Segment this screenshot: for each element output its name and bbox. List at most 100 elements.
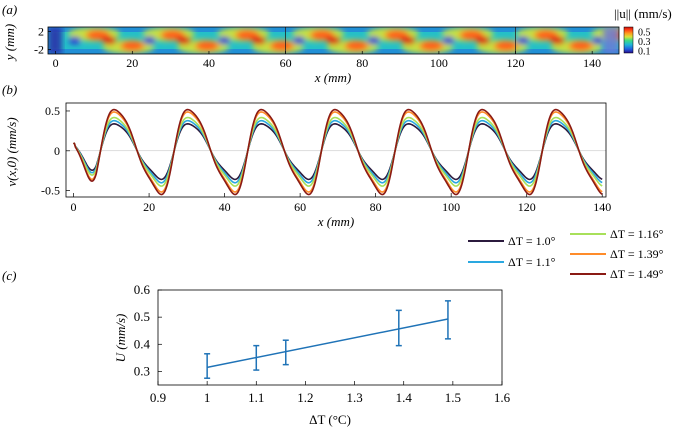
- colorbar-tick-label: 0.5: [638, 28, 651, 39]
- scatter-marks: [204, 300, 451, 379]
- panel-b-label: (b): [2, 82, 17, 97]
- panel-a-xtick-label: 60: [280, 56, 292, 70]
- panel-c-xtick-label: 1: [204, 390, 211, 405]
- panel-c-xlabel: ΔT (°C): [309, 412, 351, 427]
- heatmap-frame: [47, 26, 620, 55]
- colorbar-tick-label: 0.1: [638, 47, 651, 58]
- panel-b-ylabel: v(x,0) (mm/s): [4, 117, 19, 186]
- heatmap-core: [534, 30, 559, 41]
- heatmap-halo: [626, 40, 678, 54]
- heatmap-minimum: [367, 36, 380, 45]
- heatmap-field: [48, 27, 678, 54]
- panel-b-ytick-label: -0.5: [41, 184, 60, 198]
- colorbar-title: ||u|| (mm/s): [614, 6, 672, 21]
- colorbar-ticks: 0.50.30.1: [638, 28, 651, 58]
- heatmap-core: [120, 40, 145, 51]
- line-series-0: [72, 123, 603, 181]
- heatmap-minimum: [442, 36, 455, 45]
- heatmap-core: [344, 40, 369, 51]
- panel-b-xlabel: x (mm): [317, 214, 354, 229]
- heatmap-minimum: [218, 36, 231, 45]
- heatmap-minimum: [591, 36, 604, 45]
- heatmap-core: [459, 30, 484, 41]
- panel-c-ytick-label: 0.4: [134, 336, 151, 351]
- legend-label: ΔT = 1.0°: [508, 234, 556, 248]
- panel-a-xtick-label: 40: [203, 56, 215, 70]
- panel-c-xtick-label: 1.6: [494, 390, 511, 405]
- legend-label: ΔT = 1.39°: [610, 247, 664, 261]
- panel-a-xtick-label: 0: [53, 56, 59, 70]
- heatmap-core: [195, 40, 220, 51]
- panel-a-xtick-label: 100: [430, 56, 448, 70]
- heatmap-core: [85, 30, 110, 41]
- panel-a-xtick-label: 80: [356, 56, 368, 70]
- panel-c-xtick-label: 1.2: [297, 390, 313, 405]
- heatmap-core-center: [550, 36, 565, 45]
- heatmap-core: [384, 30, 409, 41]
- heatmap-core: [493, 40, 518, 51]
- legend: ΔT = 1.0° ΔT = 1.1° ΔT = 1.16° ΔT = 1.39° ΔT…: [468, 227, 664, 281]
- scatter-frame: [157, 289, 503, 386]
- panel-c-xtick-label: 1.3: [346, 390, 362, 405]
- panel-a-ylabel: y (mm): [2, 24, 17, 62]
- panel-b-xtick-label: 120: [518, 200, 536, 214]
- heatmap-core: [419, 40, 444, 51]
- line-axes: 0 20 40 60 80 100 120 140 0.5 0 -0.5: [41, 104, 611, 214]
- line-series-1: [72, 119, 603, 184]
- panel-c-label: (c): [2, 268, 16, 283]
- legend-label: ΔT = 1.49°: [610, 267, 664, 281]
- heatmap-core: [310, 30, 335, 41]
- heatmap-core-center: [251, 36, 266, 45]
- legend-label: ΔT = 1.1°: [508, 255, 556, 269]
- heatmap-core: [269, 40, 294, 51]
- panel-c-ytick-label: 0.5: [134, 309, 150, 324]
- panel-a-xtick-label: 140: [583, 56, 601, 70]
- colorbar: [623, 26, 634, 54]
- panel-b-xtick-label: 20: [143, 200, 155, 214]
- heatmap-minimum: [517, 36, 530, 45]
- panel-b-ytick-label: 0.5: [45, 104, 60, 118]
- panel-a-xtick-label: 120: [507, 56, 525, 70]
- heatmap-core-center: [102, 36, 117, 45]
- heatmap-core-center: [475, 36, 490, 45]
- heatmap-core: [235, 30, 260, 41]
- heatmap-minimum: [143, 36, 156, 45]
- panel-c-ytick-label: 0.6: [134, 282, 151, 297]
- line-series-2: [72, 116, 603, 187]
- panel-a-ytick-label: -2: [34, 43, 44, 57]
- heatmap-core: [568, 40, 593, 51]
- line-series-4: [72, 108, 603, 196]
- panel-c-xtick-label: 1.4: [396, 390, 413, 405]
- panel-b-xtick-label: 0: [71, 200, 77, 214]
- panel-b-xtick-label: 80: [370, 200, 382, 214]
- heatmap-inlet: [48, 27, 62, 54]
- line-series: [72, 108, 603, 196]
- panel-a-ytick-label: 2: [38, 25, 44, 39]
- heatmap-core-center: [326, 36, 341, 45]
- panel-c-xtick-label: 1.1: [248, 390, 264, 405]
- heatmap-core-center: [401, 36, 416, 45]
- panel-b-xtick-label: 100: [442, 200, 460, 214]
- panel-c-xtick-label: 0.9: [150, 390, 166, 405]
- heatmap-minimum: [68, 36, 81, 45]
- heatmap-minimum: [293, 36, 306, 45]
- fit-line: [206, 318, 449, 369]
- line-frame: [65, 102, 607, 198]
- panel-b-xtick-label: 60: [294, 200, 306, 214]
- panel-c-ylabel: U (mm/s): [113, 314, 128, 363]
- heatmap-core: [160, 30, 185, 41]
- panel-b-xtick-label: 140: [593, 200, 611, 214]
- heatmap-outlet: [603, 27, 619, 54]
- panel-b-ytick-label: 0: [54, 144, 60, 158]
- panel-b-xtick-label: 40: [219, 200, 231, 214]
- heatmap-axes: 0 20 40 60 80 100 120 140 2 -2: [34, 25, 601, 71]
- panel-a-xlabel: x (mm): [314, 70, 351, 85]
- panel-c-xtick-label: 1.5: [445, 390, 461, 405]
- colorbar-tick-label: 0.3: [638, 37, 651, 48]
- legend-label: ΔT = 1.16°: [610, 227, 664, 241]
- scatter-axes: 0.9 1 1.1 1.2 1.3 1.4 1.5 1.6 0.3 0.4 0.5 0.6: [134, 282, 511, 405]
- heatmap-core-center: [177, 36, 192, 45]
- panel-c-ytick-label: 0.3: [134, 363, 150, 378]
- panel-a-xtick-label: 20: [126, 56, 138, 70]
